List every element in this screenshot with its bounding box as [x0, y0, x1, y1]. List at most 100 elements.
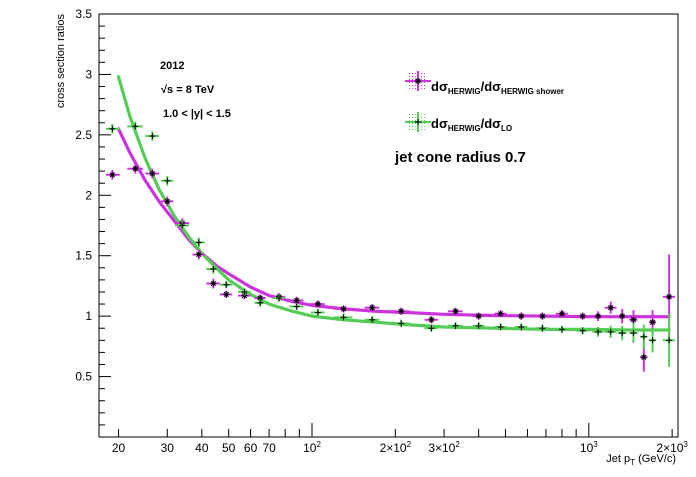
data-point-series-1 — [206, 278, 220, 289]
marker-d2 — [497, 311, 504, 317]
data-point-series-2 — [310, 308, 325, 317]
x-tick-label: 3×102 — [428, 440, 460, 455]
swatch-dot — [415, 76, 416, 77]
y-tick-label: 1.5 — [75, 249, 92, 263]
y-tick-label: 2.5 — [75, 128, 92, 142]
swatch-dot — [421, 120, 422, 121]
marker-d2 — [428, 317, 435, 323]
data-point-series-1 — [219, 290, 233, 299]
swatch-dot — [409, 117, 410, 118]
data-point-series-2 — [127, 121, 143, 132]
marker-d2 — [518, 313, 524, 319]
data-point-series-2 — [514, 323, 528, 331]
swatch-dot — [421, 82, 422, 83]
swatch-dot — [409, 85, 410, 86]
marker-d2 — [398, 308, 404, 314]
annotation-year: 2012 — [160, 60, 184, 72]
y-tick-label: 2 — [85, 188, 92, 202]
swatch-dot — [421, 76, 422, 77]
swatch-dot — [421, 123, 422, 124]
data-point-series-2 — [145, 131, 159, 141]
swatch-dot — [409, 120, 410, 121]
swatch-dot — [412, 73, 413, 74]
data-points — [105, 121, 676, 372]
swatch-dot — [424, 76, 425, 77]
data-point-series-1 — [514, 312, 528, 320]
data-point-series-1 — [145, 168, 159, 179]
data-point-series-1 — [576, 312, 589, 320]
annotation-cone-radius: jet cone radius 0.7 — [394, 149, 526, 166]
swatch-dot — [415, 79, 416, 80]
swatch-dot — [424, 79, 425, 80]
data-point-series-2 — [448, 322, 463, 330]
data-point-series-1 — [617, 308, 627, 324]
data-point-series-1 — [555, 310, 568, 318]
data-point-series-1 — [333, 305, 353, 313]
data-point-series-2 — [254, 299, 266, 307]
swatch-dot — [415, 82, 416, 83]
data-point-series-2 — [472, 322, 485, 330]
data-point-series-1 — [310, 300, 325, 308]
data-point-series-2 — [536, 324, 549, 332]
data-point-series-2 — [219, 281, 233, 289]
marker-d2 — [196, 251, 202, 258]
data-point-series-1 — [161, 196, 174, 207]
legend-entry-2: dσHERWIG/dσLO — [405, 112, 512, 133]
swatch-dot — [421, 129, 422, 130]
marker-d2 — [649, 319, 656, 325]
data-point-series-2 — [192, 237, 205, 248]
data-point-series-2 — [555, 325, 568, 334]
data-point-series-1 — [364, 304, 380, 312]
y-tick-label: 0.5 — [75, 370, 92, 384]
data-point-series-2 — [494, 323, 507, 331]
data-point-series-1 — [424, 316, 438, 324]
y-axis: 0.5 1 1.5 2 2.5 3 3.5 — [75, 7, 111, 438]
x-tick-label: 2×102 — [380, 440, 412, 455]
data-point-series-1 — [592, 311, 604, 321]
swatch-dot — [409, 79, 410, 80]
y-axis-label: cross section ratios — [55, 14, 67, 109]
swatch-dot — [415, 123, 416, 124]
legend-label: dσHERWIG/dσHERWIG shower — [431, 79, 564, 96]
swatch-dot — [409, 76, 410, 77]
marker-d2 — [164, 198, 170, 204]
swatch-dot — [409, 126, 410, 127]
marker-d2 — [630, 317, 637, 323]
swatch-dot — [415, 129, 416, 130]
swatch-dot — [415, 73, 416, 74]
swatch-dot — [424, 114, 425, 115]
swatch-dot — [421, 79, 422, 80]
x-tick-label: 60 — [244, 441, 258, 455]
swatch-dot — [412, 82, 413, 83]
swatch-dot — [412, 129, 413, 130]
x-tick-label: 50 — [222, 441, 236, 455]
swatch-dot — [412, 123, 413, 124]
data-point-series-1 — [127, 163, 143, 174]
marker-d2 — [132, 166, 138, 172]
marker-d2 — [149, 170, 156, 177]
data-point-series-2 — [604, 325, 617, 338]
swatch-dot — [415, 88, 416, 89]
marker-d2 — [210, 280, 216, 287]
data-point-series-2 — [639, 324, 648, 349]
marker-d2 — [257, 295, 263, 301]
swatch-dot — [412, 88, 413, 89]
data-point-series-2 — [161, 175, 174, 186]
data-point-series-2 — [576, 327, 589, 335]
data-point-series-1 — [494, 310, 507, 318]
marker-d2 — [369, 305, 375, 311]
swatch-dot — [415, 117, 416, 118]
data-point-series-2 — [105, 123, 120, 134]
swatch-dot — [412, 117, 413, 118]
x-tick-label: 30 — [161, 441, 175, 455]
data-point-series-1 — [105, 169, 120, 180]
swatch-dot — [409, 73, 410, 74]
swatch-dot — [421, 73, 422, 74]
data-point-series-1 — [192, 249, 205, 260]
swatch-dot — [412, 76, 413, 77]
fit-curve-series-1 — [116, 127, 671, 319]
marker-d2 — [539, 313, 546, 319]
swatch-dot — [409, 82, 410, 83]
swatch-dot — [412, 120, 413, 121]
